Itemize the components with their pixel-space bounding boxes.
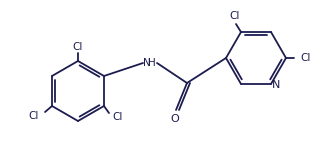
Text: Cl: Cl — [301, 53, 311, 63]
Text: Cl: Cl — [29, 111, 39, 121]
Text: N: N — [143, 58, 151, 68]
Text: Cl: Cl — [73, 42, 83, 52]
Text: N: N — [272, 80, 280, 90]
Text: Cl: Cl — [113, 112, 123, 122]
Text: Cl: Cl — [230, 11, 240, 21]
Text: H: H — [148, 58, 156, 68]
Text: O: O — [171, 114, 179, 124]
